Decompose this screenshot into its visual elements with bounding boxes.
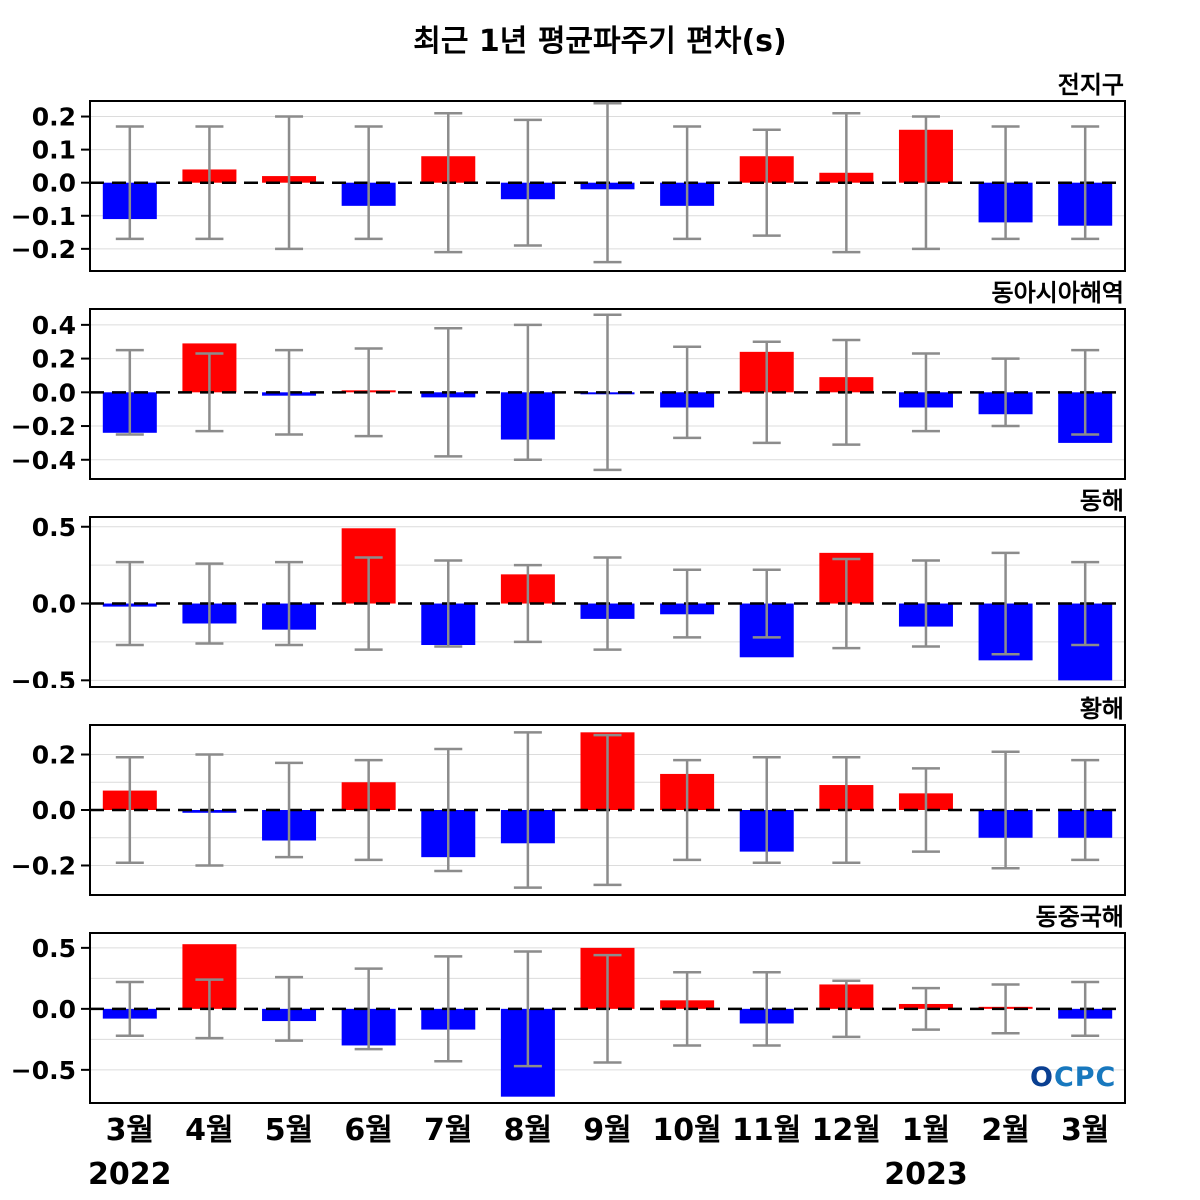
y-tick-label: 0.1 [32, 136, 76, 165]
chart-panel-1: 전지구 0.2 0.1 0.0 −0.1 −0.2 [0, 64, 1200, 272]
chart-panel-5: 동중국해 0.5 0.0 −0.5 [0, 896, 1200, 1104]
plot-border [89, 724, 1126, 896]
y-tick-label: 0.0 [32, 796, 76, 825]
y-axis-ticks: 0.2 0.1 0.0 −0.1 −0.2 [11, 103, 90, 264]
x-tick-label: 1월 [902, 1113, 950, 1148]
chart-plot-area: 0.4 0.2 0.0 −0.2 −0.4 [11, 308, 1126, 480]
y-tick-label: 0.0 [32, 169, 76, 198]
x-tick-label: 3월 [1061, 1113, 1109, 1148]
plot-border [89, 308, 1126, 480]
plot-border [89, 516, 1126, 688]
x-tick-label: 2월 [981, 1113, 1029, 1148]
y-tick-label: 0.5 [32, 934, 76, 963]
plot-border [89, 100, 1126, 272]
chart-panel-title: 전지구 [1057, 71, 1124, 99]
y-tick-label: 0.2 [32, 103, 76, 132]
year-label: 2023 [884, 1157, 968, 1192]
page-title: 최근 1년 평균파주기 편차(s) [413, 24, 787, 59]
x-tick-label: 5월 [265, 1113, 313, 1148]
chart-panel-2: 동아시아해역 0.4 0.2 0.0 −0.2 −0.4 [0, 272, 1200, 480]
y-axis-ticks: 0.2 0.0 −0.2 [11, 741, 90, 880]
x-tick-label: 4월 [185, 1113, 233, 1148]
error-bars [115, 102, 1100, 264]
x-axis: 3월 4월 5월 6월 7월 8월 9월 10월 11월 12월 1월 2월 3월 2022 2023 [0, 1104, 1200, 1200]
x-tick-label: 6월 [344, 1113, 392, 1148]
chart-plot-area: 0.2 0.0 −0.2 [11, 724, 1126, 896]
chart-panel-title: 황해 [1079, 695, 1124, 723]
x-tick-label: 8월 [504, 1113, 552, 1148]
y-tick-label: −0.5 [11, 666, 76, 688]
y-tick-label: 0.2 [32, 345, 76, 374]
chart-plot-area: 0.5 0.0 −0.5 [11, 516, 1126, 688]
chart-panel-title: 동해 [1079, 487, 1124, 515]
plot-border [89, 932, 1126, 1104]
chart-panel-4: 황해 0.2 0.0 −0.2 [0, 688, 1200, 896]
chart-plot-area: 0.2 0.1 0.0 −0.1 −0.2 [11, 100, 1126, 272]
chart-plot-area: 0.5 0.0 −0.5 [11, 932, 1126, 1104]
x-tick-label: 11월 [732, 1113, 801, 1148]
error-bars [115, 950, 1100, 1068]
y-tick-label: 0.0 [32, 590, 76, 619]
charts-container: 전지구 0.2 0.1 0.0 −0.1 −0.2 동아시아해역 0.4 0.2 0.0 −0.2 −… [0, 64, 1200, 1104]
x-tick-label: 12월 [812, 1113, 881, 1148]
y-tick-label: −0.2 [11, 851, 76, 880]
y-tick-label: 0.0 [32, 995, 76, 1024]
x-tick-label: 7월 [424, 1113, 472, 1148]
y-tick-label: 0.5 [32, 516, 76, 542]
x-tick-label: 9월 [583, 1113, 631, 1148]
y-axis-ticks: 0.5 0.0 −0.5 [11, 934, 90, 1085]
y-tick-label: −0.2 [11, 235, 76, 264]
x-tick-label: 3월 [106, 1113, 154, 1148]
chart-panel-3: 동해 0.5 0.0 −0.5 [0, 480, 1200, 688]
y-axis-ticks: 0.5 0.0 −0.5 [11, 516, 90, 688]
y-tick-label: 0.2 [32, 741, 76, 770]
ocpc-logo: OCPC [1030, 1062, 1117, 1093]
chart-panel-title: 동중국해 [1035, 903, 1124, 931]
error-bars [115, 313, 1100, 472]
x-axis-labels: 3월 4월 5월 6월 7월 8월 9월 10월 11월 12월 1월 2월 3월 2022 2023 [88, 1113, 1109, 1192]
y-tick-label: −0.2 [11, 412, 76, 441]
y-tick-label: −0.1 [11, 202, 76, 231]
error-bars [115, 551, 1100, 656]
y-tick-label: −0.5 [11, 1056, 76, 1085]
x-tick-label: 10월 [652, 1113, 721, 1148]
y-axis-ticks: 0.4 0.2 0.0 −0.2 −0.4 [11, 311, 90, 475]
y-tick-label: −0.4 [11, 446, 76, 475]
year-label: 2022 [88, 1157, 172, 1192]
y-tick-label: 0.4 [32, 311, 76, 340]
chart-panel-title: 동아시아해역 [991, 279, 1124, 307]
error-bars [115, 731, 1100, 889]
y-tick-label: 0.0 [32, 378, 76, 407]
